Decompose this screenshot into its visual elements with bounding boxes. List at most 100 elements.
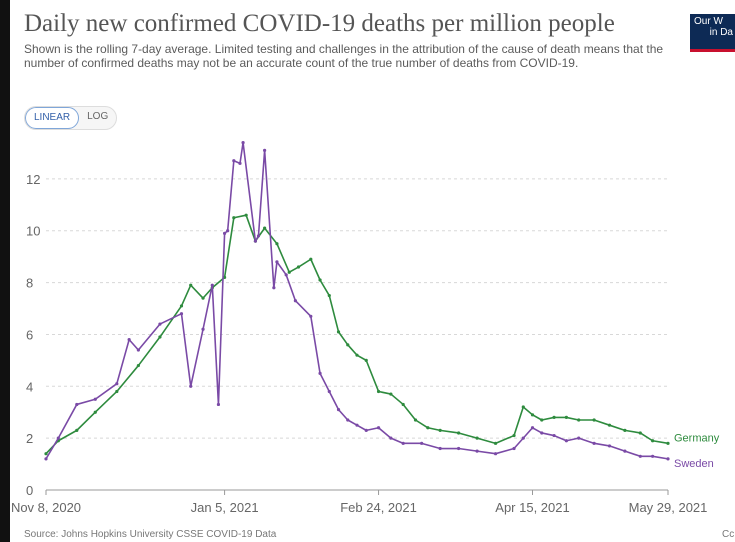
- data-point-sweden: [457, 446, 461, 451]
- data-point-sweden: [93, 397, 97, 401]
- y-tick-label: 2: [26, 431, 33, 446]
- x-tick-label: Apr 15, 2021: [495, 500, 569, 515]
- data-point-sweden: [56, 436, 60, 440]
- data-point-germany: [521, 405, 525, 409]
- data-point-germany: [244, 213, 248, 217]
- logo-line-2: in Da: [709, 27, 733, 38]
- data-point-sweden: [44, 457, 48, 461]
- y-tick-label: 12: [26, 172, 40, 187]
- data-point-sweden: [564, 439, 568, 443]
- data-point-germany: [540, 418, 544, 422]
- data-point-germany: [376, 389, 381, 394]
- data-point-sweden: [420, 441, 424, 445]
- grid-layer: [46, 178, 668, 491]
- data-point-sweden: [577, 436, 581, 440]
- data-point-germany: [651, 439, 655, 443]
- data-point-sweden: [389, 436, 393, 440]
- x-tick-label: Jan 5, 2021: [191, 500, 259, 515]
- data-point-germany: [44, 452, 48, 456]
- series-line-sweden: [45, 141, 669, 460]
- data-point-sweden: [512, 446, 516, 451]
- data-point-sweden: [75, 402, 79, 407]
- log-scale-button[interactable]: LOG: [87, 111, 109, 122]
- data-point-germany: [438, 428, 442, 432]
- data-point-germany: [275, 242, 279, 246]
- data-point-germany: [355, 353, 359, 357]
- data-point-germany: [457, 431, 461, 435]
- y-tick-label: 6: [26, 327, 33, 342]
- tick-layer: 0 2 4 6 8 10 12 Nov 8, 2020 Jan 5, 2021 Feb 24, 2…: [11, 172, 707, 515]
- data-point-germany: [158, 335, 162, 339]
- data-point-germany: [607, 423, 612, 427]
- y-tick-label: 4: [26, 379, 33, 394]
- data-point-sweden: [475, 449, 479, 453]
- data-point-germany: [232, 216, 236, 220]
- data-point-sweden: [226, 229, 230, 233]
- x-tick-label: Feb 24, 2021: [340, 500, 417, 515]
- left-border: [0, 0, 10, 542]
- data-point-sweden: [638, 454, 642, 458]
- data-point-sweden: [318, 371, 322, 375]
- data-point-sweden: [179, 312, 184, 316]
- chart-title: Daily new confirmed COVID-19 deaths per …: [24, 10, 615, 37]
- data-point-germany: [666, 441, 670, 445]
- x-tick-label: Nov 8, 2020: [11, 500, 81, 515]
- linear-scale-button[interactable]: LINEAR: [25, 107, 80, 129]
- data-point-germany: [296, 265, 301, 269]
- data-point-sweden: [253, 239, 257, 243]
- data-point-sweden: [376, 426, 381, 430]
- data-point-sweden: [623, 449, 627, 453]
- data-point-sweden: [336, 408, 341, 412]
- data-point-sweden: [189, 384, 193, 388]
- data-point-germany: [426, 426, 430, 430]
- series-line-germany: [45, 214, 669, 455]
- data-point-sweden: [238, 161, 242, 165]
- data-point-sweden: [346, 418, 350, 422]
- data-point-germany: [592, 418, 596, 422]
- data-point-germany: [263, 226, 267, 230]
- data-point-sweden: [438, 446, 442, 451]
- data-point-sweden: [275, 260, 279, 264]
- data-point-germany: [201, 296, 205, 300]
- data-point-sweden: [401, 441, 405, 445]
- data-point-sweden: [158, 322, 162, 326]
- x-tick-label: May 29, 2021: [629, 500, 708, 515]
- scale-toggle[interactable]: LINEAR LOG: [24, 106, 118, 130]
- data-point-sweden: [241, 140, 245, 145]
- data-point-sweden: [256, 234, 261, 238]
- data-point-germany: [327, 293, 331, 298]
- data-point-sweden: [210, 283, 214, 287]
- data-point-sweden: [493, 452, 498, 456]
- data-point-germany: [389, 392, 393, 396]
- data-point-sweden: [540, 431, 544, 435]
- data-point-sweden: [666, 457, 670, 461]
- data-point-sweden: [607, 444, 612, 448]
- data-point-sweden: [263, 148, 267, 152]
- data-point-sweden: [651, 454, 655, 458]
- data-point-germany: [577, 418, 581, 422]
- data-point-germany: [530, 413, 535, 417]
- data-point-germany: [136, 363, 140, 368]
- data-point-sweden: [521, 436, 525, 440]
- data-point-germany: [75, 428, 79, 432]
- data-point-germany: [336, 330, 341, 334]
- data-point-germany: [401, 402, 405, 407]
- data-point-germany: [93, 410, 97, 414]
- data-point-sweden: [127, 338, 131, 342]
- data-point-germany: [115, 389, 119, 394]
- owid-logo[interactable]: Our W in Da: [690, 14, 735, 52]
- series-layer: [44, 140, 670, 461]
- data-point-sweden: [222, 231, 227, 235]
- data-point-sweden: [136, 348, 140, 352]
- data-point-sweden: [284, 273, 288, 277]
- data-point-sweden: [592, 441, 596, 445]
- data-point-sweden: [272, 286, 276, 290]
- data-point-germany: [493, 441, 498, 445]
- chart-subtitle: Shown is the rolling 7-day average. Limi…: [24, 42, 664, 70]
- data-point-germany: [623, 428, 627, 432]
- y-tick-label: 10: [26, 224, 40, 239]
- data-point-sweden: [232, 159, 236, 163]
- data-point-germany: [287, 270, 291, 274]
- data-point-germany: [638, 431, 642, 435]
